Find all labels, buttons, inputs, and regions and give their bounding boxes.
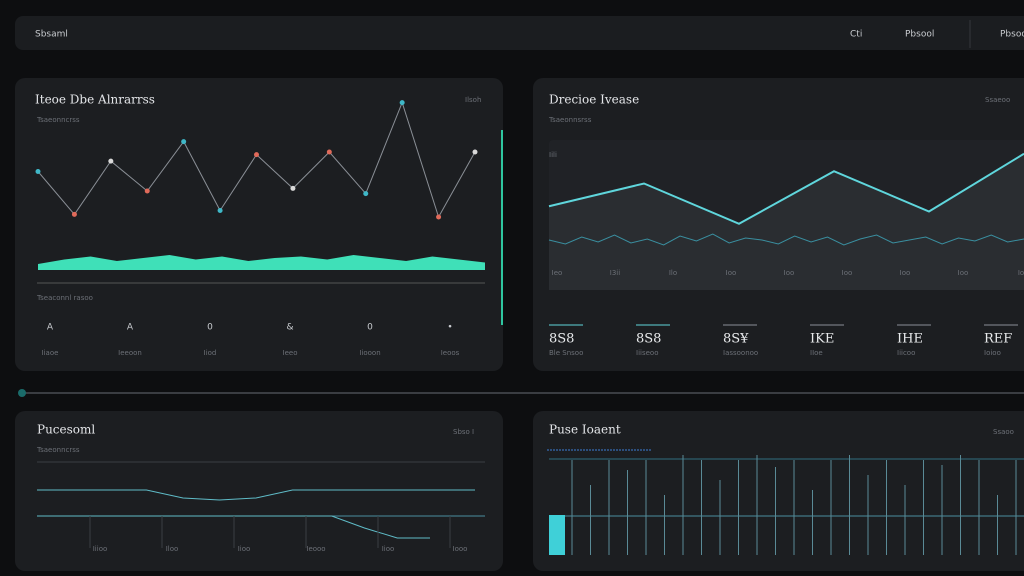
kpi-label: Iiicoo <box>897 349 915 357</box>
panel <box>533 411 1024 571</box>
panel-meta: Ilsoh <box>465 96 481 104</box>
icon: 0 <box>367 323 373 333</box>
panel-title: Drecioe Ivease <box>549 93 639 107</box>
x-tick-label: Iloo <box>166 545 179 553</box>
icon-label: Iiooon <box>359 349 380 357</box>
line-area <box>549 153 1024 290</box>
kpi-value: IHE <box>897 332 923 347</box>
panel-footer: Tseaconnl rasoo <box>36 294 93 302</box>
x-tick-label: Ieooo <box>306 545 325 553</box>
line-point <box>436 214 442 220</box>
top-bar <box>15 16 1024 50</box>
x-tick-label: Ieo <box>552 269 563 277</box>
panel-title: Iteoe Dbe Alnrarrss <box>35 93 155 107</box>
x-tick-label: Ioo <box>900 269 911 277</box>
noise-series <box>548 233 1024 246</box>
panel-title: Pucesoml <box>37 423 95 437</box>
line-point <box>71 211 77 217</box>
line-point <box>472 149 478 155</box>
kpi-value: REF <box>984 332 1012 347</box>
kpi-value: IKE <box>810 332 834 347</box>
panel-meta: Ssaoo <box>993 428 1014 436</box>
panel-title: Puse Ioaent <box>549 423 621 437</box>
line-point <box>326 149 332 155</box>
line-point <box>181 139 187 145</box>
x-tick-label: Iooo <box>453 545 468 553</box>
kpi-value: 8S8 <box>636 332 661 347</box>
panel <box>15 411 503 571</box>
line-point <box>363 191 369 197</box>
line-point <box>254 152 259 158</box>
line-series <box>548 152 1024 225</box>
line-point <box>399 100 405 106</box>
x-tick-label: Ilo <box>669 269 677 277</box>
icon-label: Ieeoon <box>118 349 142 357</box>
kpi-label: Ble Snsoo <box>549 349 583 357</box>
app-title: Sbsaml <box>35 30 68 40</box>
icon: 0 <box>207 323 213 333</box>
panel-subtitle: Tsaeonnsrss <box>548 116 592 124</box>
x-tick-label: Ioo <box>726 269 737 277</box>
line-series <box>37 489 475 501</box>
highlight-bar <box>549 515 565 555</box>
icon-label: Iiod <box>204 349 217 357</box>
icon-label: Iiaoe <box>42 349 59 357</box>
panel-meta: Sbso I <box>453 428 474 436</box>
icon-label: Ieoos <box>441 349 460 357</box>
x-tick-label: Ioo <box>842 269 853 277</box>
x-tick-label: Io <box>1018 269 1024 277</box>
axis-label: Iili <box>549 151 557 159</box>
nav-item[interactable]: Pbsool <box>905 30 934 40</box>
panel <box>15 78 503 371</box>
panel-subtitle: Tsaeonncrss <box>36 116 80 124</box>
icon-label: Ieeo <box>283 349 298 357</box>
kpi-value: 8S8 <box>549 332 574 347</box>
x-tick-label: Ioo <box>958 269 969 277</box>
kpi-label: IIoe <box>810 349 823 357</box>
kpi-label: Iassoonoo <box>723 349 758 357</box>
icon: A <box>127 323 134 333</box>
wave-area <box>38 255 485 270</box>
kpi-value: 8S¥ <box>723 332 749 347</box>
line-point <box>217 208 223 213</box>
kpi-label: Ioioo <box>984 349 1001 357</box>
x-tick-label: Ioo <box>784 269 795 277</box>
nav-item[interactable]: Pbsoo <box>1000 30 1024 40</box>
line-point <box>144 188 150 194</box>
line-point <box>108 158 114 164</box>
x-tick-label: Iioo <box>382 545 395 553</box>
icon: A <box>47 323 54 333</box>
icon: • <box>447 323 452 333</box>
line-point <box>290 185 296 191</box>
x-tick-label: Iiioo <box>93 545 108 553</box>
x-tick-label: Iioo <box>238 545 251 553</box>
nav-item[interactable]: Cti <box>850 30 862 40</box>
panel-subtitle: Tsaeonncrss <box>36 446 80 454</box>
panel-meta: Ssaeoo <box>985 96 1010 104</box>
icon: & <box>286 323 293 333</box>
line-point <box>35 169 41 174</box>
timeline-handle[interactable] <box>18 389 26 397</box>
x-tick-label: I3ii <box>610 269 620 277</box>
kpi-label: Iiiseoo <box>636 349 658 357</box>
